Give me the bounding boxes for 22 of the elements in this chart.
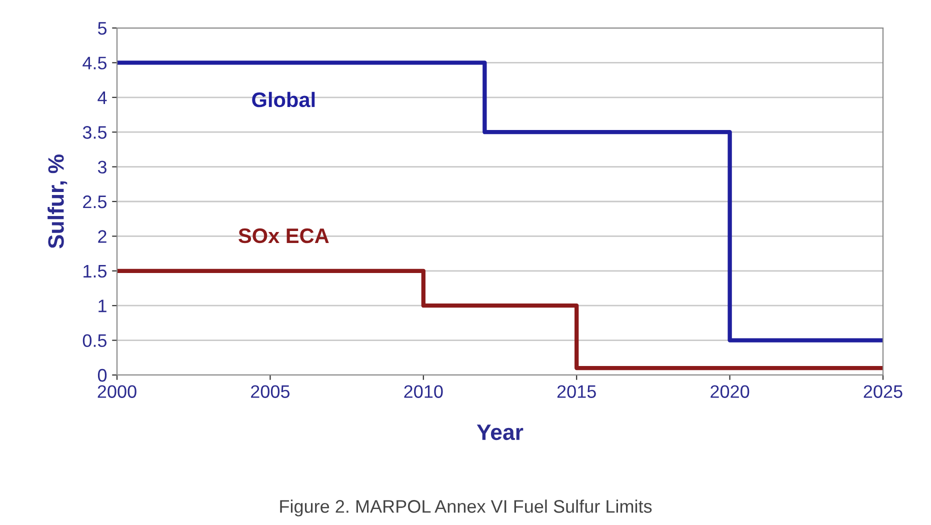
y-tick-label: 1 (98, 300, 106, 312)
y-tick-label: 2 (98, 230, 106, 243)
series-label: Global (252, 92, 315, 108)
x-axis-title: Year (476, 424, 524, 440)
x-tick-label: 2015 (557, 385, 596, 398)
y-axis-title: Sulfur, % (48, 154, 68, 248)
caption: Figure 2. MARPOL Annex VI Fuel Sulfur Limits (280, 500, 652, 516)
y-tick-label: 0.5 (82, 334, 107, 348)
y-tick-label: 1.5 (84, 265, 107, 278)
y-tick-label: 5 (98, 22, 107, 35)
x-tick-label: 2010 (404, 385, 443, 398)
x-tick-label: 2005 (251, 385, 290, 398)
y-tick-label: 3.5 (82, 126, 107, 139)
x-tick-label: 2020 (710, 385, 750, 398)
y-tick-label: 4 (98, 92, 107, 104)
y-tick-label: 0 (98, 368, 107, 382)
y-tick-label: 3 (98, 160, 106, 174)
y-tick-label: 2.5 (83, 195, 107, 208)
x-tick-label: 2000 (98, 385, 136, 398)
y-tick-label: 4.5 (82, 56, 107, 70)
series-label: SOx ECA (238, 228, 329, 244)
x-tick-label: 2025 (864, 385, 902, 398)
